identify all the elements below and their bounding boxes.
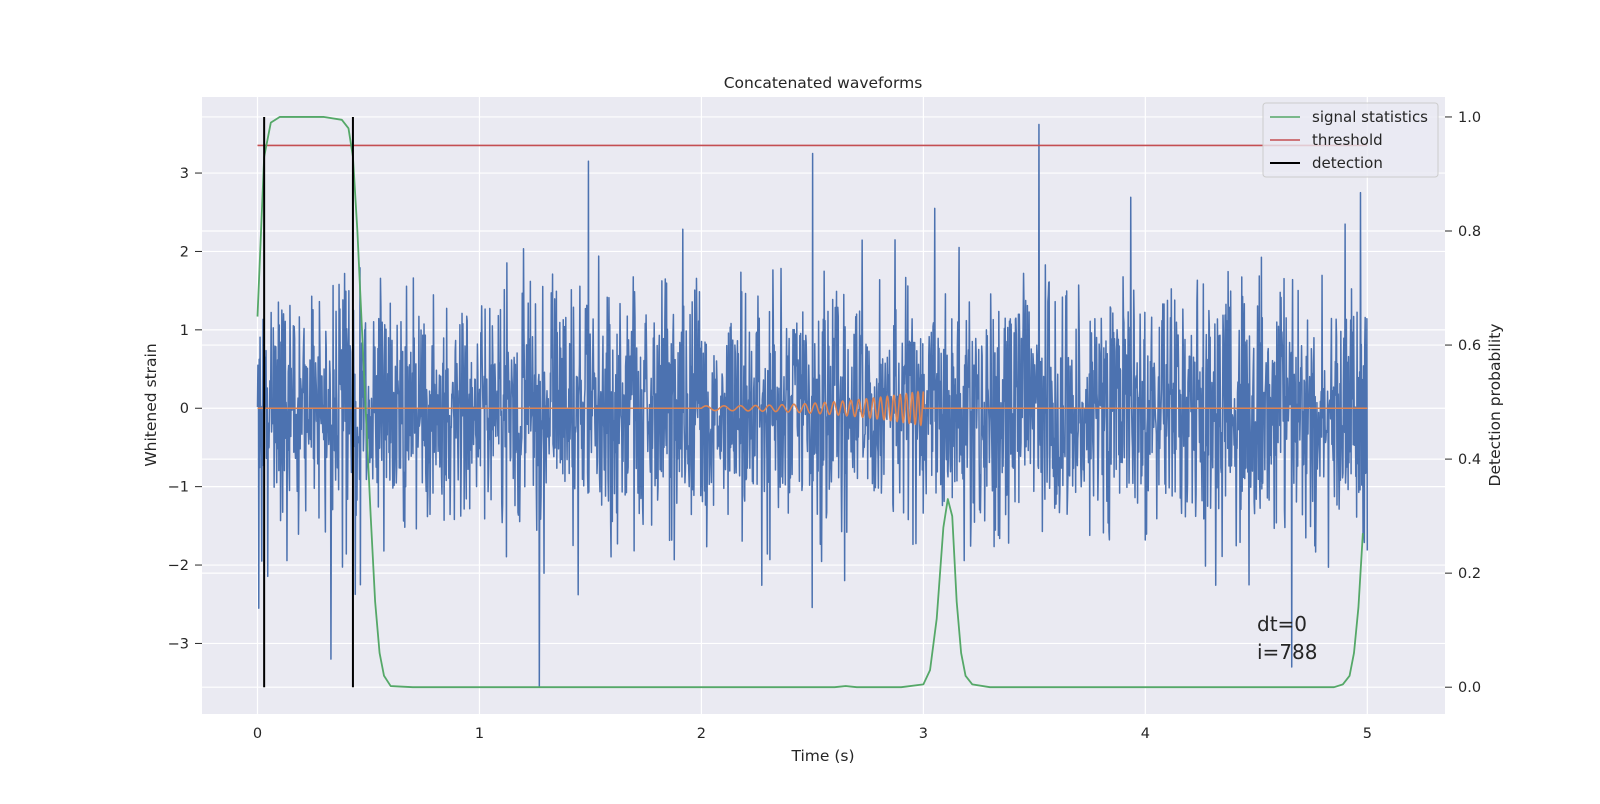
chart-title: Concatenated waveforms bbox=[724, 74, 923, 92]
x-tick-label: 0 bbox=[253, 726, 262, 742]
x-tick-label: 4 bbox=[1141, 726, 1150, 742]
y-tick-label: 1 bbox=[180, 323, 189, 339]
y2-tick-label: 0.2 bbox=[1458, 566, 1481, 582]
y-tick-label: −2 bbox=[168, 558, 189, 574]
signal-statistics-line bbox=[256, 116, 1364, 689]
y-tick-label: 3 bbox=[180, 166, 189, 182]
y-axis-label: Whitened strain bbox=[142, 343, 160, 466]
legend: signal statistics threshold detection bbox=[1262, 102, 1439, 178]
y-tick-label: −1 bbox=[168, 480, 189, 496]
injection-series-line bbox=[257, 390, 1368, 427]
annotation-index: i=788 bbox=[1257, 640, 1318, 664]
data-layer bbox=[256, 116, 1369, 689]
y2-tick-label: 0.8 bbox=[1458, 224, 1481, 240]
y2-tick-label: 0.0 bbox=[1458, 680, 1481, 696]
y2-tick-label: 1.0 bbox=[1458, 110, 1481, 126]
y-tick-label: 0 bbox=[180, 401, 189, 417]
x-tick-label: 2 bbox=[697, 726, 706, 742]
y-tick-label: −3 bbox=[168, 636, 189, 652]
x-tick-label: 5 bbox=[1363, 726, 1372, 742]
y2-tick-label: 0.4 bbox=[1458, 452, 1481, 468]
annotation: dt=0 i=788 bbox=[1257, 612, 1318, 664]
legend-label-threshold: threshold bbox=[1312, 131, 1383, 149]
x-tick-label: 1 bbox=[475, 726, 484, 742]
x-tick-label: 3 bbox=[919, 726, 928, 742]
legend-label-signal-statistics: signal statistics bbox=[1312, 108, 1428, 126]
strain-series-line bbox=[256, 123, 1369, 688]
tick-layer: 0 1 2 3 4 5 −3 −2 −1 0 1 2 3 0.0 0.2 0.4 0.6 0.8 1.0 bbox=[168, 110, 1481, 742]
x-axis-label: Time (s) bbox=[790, 747, 854, 765]
grid-layer bbox=[202, 97, 1445, 714]
legend-label-detection: detection bbox=[1312, 154, 1383, 172]
y2-axis-label: Detection probability bbox=[1486, 324, 1504, 487]
y-tick-label: 2 bbox=[180, 244, 189, 260]
annotation-dt: dt=0 bbox=[1257, 612, 1307, 636]
legend-box bbox=[1262, 102, 1439, 178]
y2-tick-label: 0.6 bbox=[1458, 338, 1481, 354]
